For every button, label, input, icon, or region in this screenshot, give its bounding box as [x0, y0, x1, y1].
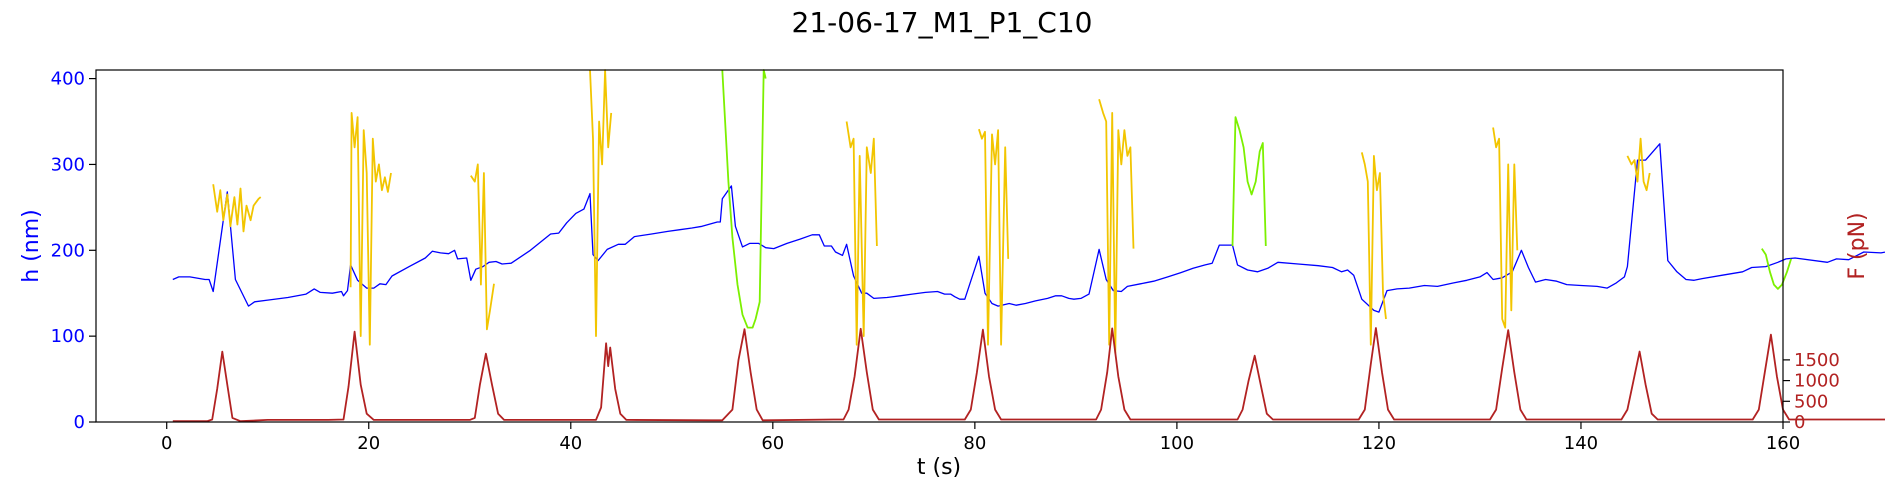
series-line-yellow-2 [349, 112, 392, 346]
plot-lines [172, 69, 1885, 423]
series-line-yellow-12 [1626, 137, 1651, 192]
x-tick-label: 20 [357, 433, 380, 454]
y-left-tick-label: 100 [51, 326, 85, 347]
y-right-tick-label: 500 [1794, 391, 1828, 412]
series-line-yellow-6 [845, 121, 878, 346]
y-right-tick-label: 1000 [1794, 371, 1840, 392]
series-line-yellow-10 [1360, 152, 1387, 346]
y-left-tick-label: 400 [51, 69, 85, 90]
chart-title: 21-06-17_M1_P1_C10 [792, 6, 1093, 39]
y-left-tick-label: 0 [74, 412, 85, 433]
x-axis: 0 20 40 60 80 100 120 140 160 [161, 422, 1800, 454]
series-line-baseline-0 [172, 143, 1885, 313]
series-line-yellow-11 [1492, 127, 1519, 329]
x-tick-label: 80 [963, 433, 986, 454]
x-tick-label: 100 [1160, 433, 1194, 454]
x-tick-label: 140 [1564, 433, 1598, 454]
series-line-green-13 [1761, 248, 1792, 290]
y-right-tick-label: 1500 [1794, 350, 1840, 371]
y-left-tick-label: 300 [51, 154, 85, 175]
series-line-yellow-8 [1098, 98, 1135, 355]
series-line-yellow-3 [470, 163, 495, 331]
y-axis-left: 0 100 200 300 400 [51, 69, 96, 433]
x-tick-label: 60 [761, 433, 784, 454]
series-line-yellow-4 [589, 69, 613, 338]
x-tick-label: 120 [1362, 433, 1396, 454]
series-line-green-5 [721, 69, 767, 329]
series-line-yellow-7 [978, 128, 1010, 346]
series-line-yellow-1 [212, 184, 262, 233]
plot-frame [95, 69, 1784, 423]
y-right-tick-label: 0 [1794, 412, 1805, 433]
y-axis-right-label: F (pN) [1845, 212, 1870, 279]
y-axis-left-label: h (nm) [19, 209, 44, 282]
series-line-force-14 [172, 327, 1885, 423]
x-tick-label: 0 [161, 433, 172, 454]
series-line-green-9 [1231, 116, 1267, 247]
y-left-tick-label: 200 [51, 240, 85, 261]
x-tick-label: 40 [559, 433, 582, 454]
x-axis-label: t (s) [917, 455, 961, 480]
x-tick-label: 160 [1766, 433, 1800, 454]
